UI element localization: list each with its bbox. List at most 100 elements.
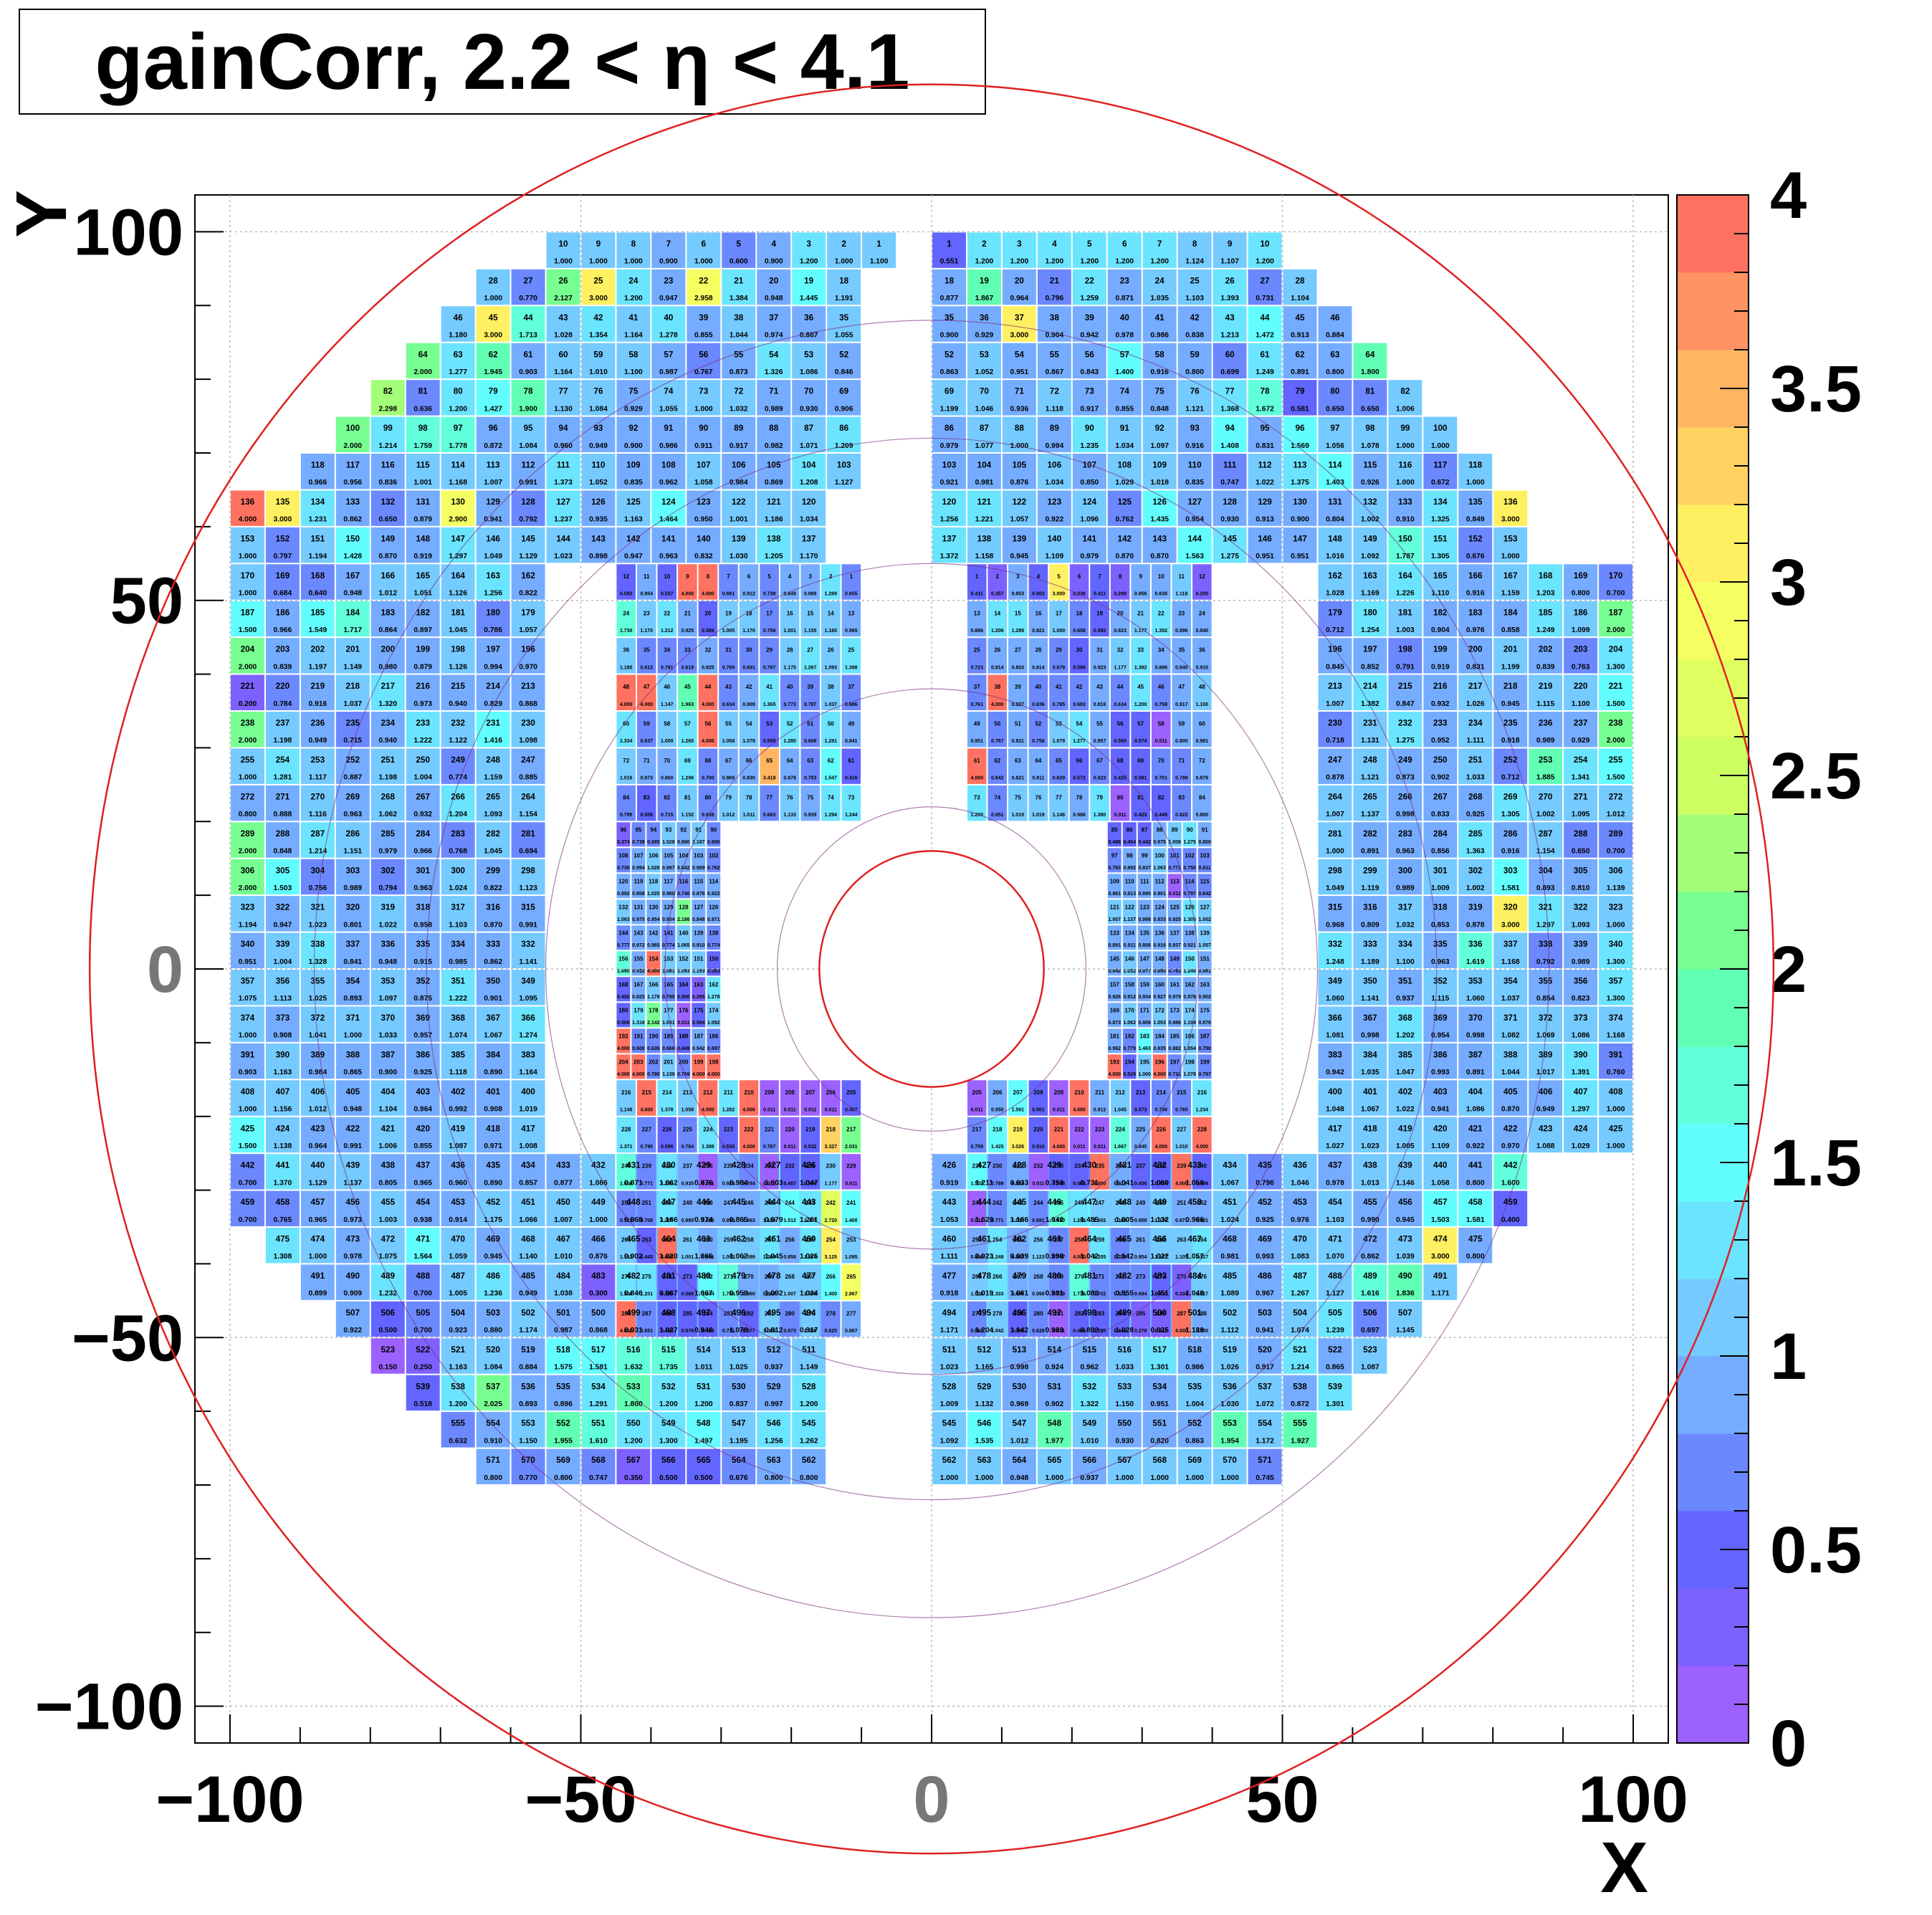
cell-value-label: 0.878 <box>1466 921 1485 929</box>
cell-value-label: 0.896 <box>970 1255 983 1260</box>
cell-id-label: 23 <box>1178 610 1185 616</box>
heatmap-cell <box>687 380 721 416</box>
cell-id-label: 391 <box>1609 1050 1623 1059</box>
cell-id-label: 440 <box>311 1161 325 1170</box>
cell-id-label: 333 <box>1363 940 1377 949</box>
cell-id-label: 26 <box>994 647 1000 654</box>
cell-value-label: 1.016 <box>1326 553 1344 560</box>
heatmap-cell <box>1353 1190 1387 1226</box>
heatmap-cell <box>967 1448 1001 1484</box>
cell-id-label: 265 <box>972 1274 982 1280</box>
cell-value-label: 0.870 <box>1501 1106 1520 1114</box>
cell-id-label: 349 <box>521 977 535 986</box>
heatmap-cell <box>1353 822 1387 858</box>
cell-value-label: 1.200 <box>1256 258 1274 266</box>
cell-id-label: 283 <box>1095 1310 1105 1317</box>
cell-value-label: 0.640 <box>308 590 327 598</box>
cell-id-label: 127 <box>1200 904 1210 911</box>
heatmap-cell <box>441 1412 475 1448</box>
cell-id-label: 357 <box>241 977 255 986</box>
cell-value-label: 1.009 <box>763 1329 776 1334</box>
heatmap-cell <box>967 269 1001 305</box>
heatmap-cell <box>932 1154 966 1190</box>
heatmap-cell <box>932 1338 966 1374</box>
cell-value-label: 0.786 <box>484 626 502 634</box>
cell-value-label: 1.060 <box>1326 995 1344 1003</box>
cell-value-label: 1.028 <box>1326 590 1344 598</box>
cell-id-label: 181 <box>1110 1033 1120 1040</box>
heatmap-cell <box>511 343 545 379</box>
heatmap-cell <box>636 748 656 784</box>
cell-value-label: 0.577 <box>742 1329 755 1334</box>
cell-value-label: 0.921 <box>940 479 959 487</box>
heatmap-cell <box>1529 564 1563 600</box>
cell-id-label: 104 <box>977 461 992 470</box>
cell-id-label: 199 <box>1433 645 1448 654</box>
cell-id-label: 117 <box>1433 461 1447 470</box>
heatmap-cell <box>406 1006 440 1042</box>
cell-id-label: 566 <box>661 1456 676 1465</box>
heatmap-cell <box>1213 343 1247 379</box>
cell-id-label: 488 <box>416 1271 430 1281</box>
cell-id-label: 71 <box>769 387 779 396</box>
cell-value-label: 0.711 <box>722 1329 735 1334</box>
cell-id-label: 74 <box>1120 387 1130 396</box>
heatmap-cell <box>511 748 545 784</box>
cell-id-label: 319 <box>381 903 395 912</box>
heatmap-cell <box>476 932 510 968</box>
cell-id-label: 131 <box>1328 497 1342 507</box>
cell-value-label: 0.871 <box>1115 295 1134 302</box>
heatmap-cell <box>1072 306 1106 342</box>
cell-value-label: 3.000 <box>1501 516 1520 524</box>
heatmap-cell <box>1177 269 1212 305</box>
cell-value-label: 0.924 <box>1045 1364 1063 1372</box>
cell-value-label: 1.139 <box>662 1072 675 1077</box>
cell-id-label: 439 <box>345 1161 360 1170</box>
heatmap-cell <box>1458 674 1493 710</box>
cell-value-label: 1.200 <box>1080 258 1099 266</box>
heatmap-cell <box>932 1412 966 1448</box>
cell-id-label: 15 <box>807 610 813 616</box>
cell-value-label: 0.930 <box>1220 516 1239 524</box>
cell-value-label: 1.204 <box>449 811 467 818</box>
heatmap-cell <box>651 1412 686 1448</box>
cell-id-label: 123 <box>697 497 711 507</box>
cell-value-label: 1.195 <box>730 1437 748 1445</box>
cell-id-label: 233 <box>1433 719 1448 728</box>
cell-value-label: 1.164 <box>554 368 573 376</box>
cell-id-label: 3 <box>1017 239 1022 249</box>
cell-id-label: 52 <box>1035 721 1041 727</box>
cell-value-label: 0.972 <box>632 943 645 948</box>
cell-id-label: 151 <box>694 956 704 963</box>
palette-tick-label: 4 <box>1770 159 1807 232</box>
cell-value-label: 0.787 <box>804 702 817 707</box>
cell-id-label: 81 <box>419 387 429 396</box>
cell-id-label: 203 <box>633 1059 644 1066</box>
cell-id-label: 421 <box>1468 1124 1483 1133</box>
cell-value-label: 0.832 <box>694 553 713 560</box>
cell-value-label: 1.067 <box>1361 1106 1379 1114</box>
cell-id-label: 285 <box>683 1310 693 1317</box>
cell-value-label: 1.149 <box>800 1364 818 1372</box>
cell-value-label: 1.000 <box>661 739 674 744</box>
cell-id-label: 259 <box>724 1237 734 1243</box>
chart-title: gainCorr, 2.2 < η < 4.1 <box>95 17 910 106</box>
cell-id-label: 320 <box>345 903 360 912</box>
cell-value-label: 1.736 <box>1073 1292 1086 1297</box>
heatmap-cell <box>1564 1080 1598 1116</box>
heatmap-cell <box>476 1375 510 1411</box>
cell-value-label: 0.989 <box>765 405 783 413</box>
heatmap-cell <box>1353 416 1387 452</box>
cell-id-label: 98 <box>1127 853 1133 859</box>
heatmap-cell <box>1318 454 1352 490</box>
cell-id-label: 71 <box>644 758 650 764</box>
cell-value-label: 1.127 <box>835 479 853 487</box>
cell-value-label: 1.163 <box>274 1069 292 1076</box>
cell-value-label: 0.500 <box>659 1474 678 1482</box>
heatmap-cell <box>1388 932 1422 968</box>
heatmap-cell <box>827 454 861 490</box>
cell-id-label: 32 <box>1117 647 1124 654</box>
cell-value-label: 0.858 <box>1501 626 1520 634</box>
heatmap-cell <box>616 232 651 268</box>
cell-value-label: 0.835 <box>1185 479 1204 487</box>
